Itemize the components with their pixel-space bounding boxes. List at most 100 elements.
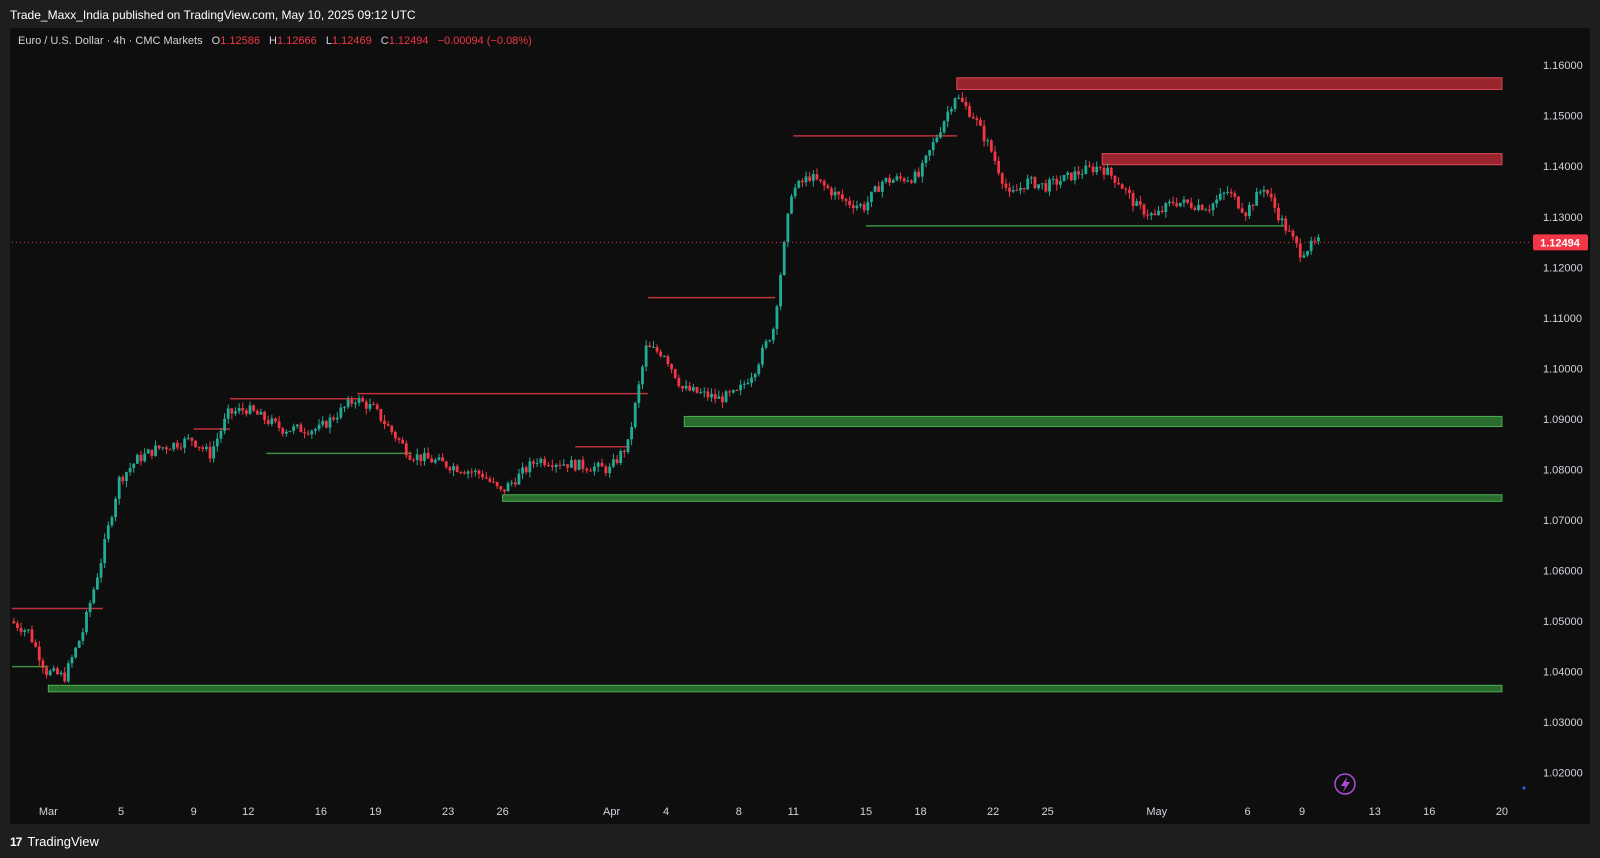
candle-body bbox=[873, 186, 877, 192]
candle-body bbox=[70, 657, 74, 664]
bull-candle bbox=[1037, 184, 1041, 191]
bull-candle bbox=[1026, 174, 1030, 191]
candle-body bbox=[684, 385, 688, 389]
bear-candle bbox=[332, 415, 336, 422]
candle-body bbox=[1233, 193, 1237, 197]
candle-body bbox=[219, 431, 223, 439]
tradingview-logo[interactable]: 17 TradingView bbox=[10, 834, 99, 849]
candle-body bbox=[266, 420, 270, 424]
candle-body bbox=[48, 670, 52, 676]
candle-body bbox=[190, 437, 194, 441]
bear-candle bbox=[499, 485, 503, 492]
lightning-icon[interactable] bbox=[1334, 773, 1356, 795]
candle-body bbox=[473, 470, 477, 472]
candle-body bbox=[66, 663, 70, 682]
candle-body bbox=[234, 411, 237, 414]
bull-candle bbox=[135, 453, 139, 464]
candle-body bbox=[688, 385, 692, 391]
candle-body bbox=[971, 116, 975, 119]
bull-candle bbox=[1029, 175, 1033, 184]
candle-body bbox=[735, 390, 739, 392]
candle-body bbox=[270, 418, 274, 424]
bear-candle bbox=[550, 459, 554, 471]
candle-body bbox=[310, 430, 314, 435]
candle-body bbox=[811, 174, 815, 181]
bear-candle bbox=[430, 454, 434, 463]
candle-body bbox=[30, 629, 34, 643]
bear-candle bbox=[495, 481, 499, 489]
bear-candle bbox=[543, 456, 547, 468]
bear-candle bbox=[1251, 203, 1255, 211]
candle-body bbox=[554, 464, 558, 468]
bear-candle bbox=[1015, 184, 1019, 192]
bear-candle bbox=[979, 117, 982, 127]
bull-candle bbox=[270, 414, 274, 427]
bear-candle bbox=[484, 472, 488, 480]
symbol-name[interactable]: Euro / U.S. Dollar · 4h · CMC Markets bbox=[18, 35, 203, 47]
bear-candle bbox=[666, 354, 670, 367]
candle-body bbox=[524, 467, 528, 473]
candle-body bbox=[1142, 204, 1146, 215]
bull-candle bbox=[662, 355, 666, 358]
bear-candle bbox=[386, 420, 390, 427]
demand-zone bbox=[683, 415, 1503, 428]
candle-body bbox=[1091, 166, 1095, 173]
candle-body bbox=[713, 393, 717, 399]
bear-candle bbox=[964, 96, 968, 110]
bear-candle bbox=[1287, 225, 1291, 232]
bull-candle bbox=[880, 179, 884, 198]
candle-body bbox=[244, 410, 248, 414]
time-tick-label: 15 bbox=[860, 806, 872, 818]
zone-layer bbox=[47, 77, 1503, 693]
bull-candle bbox=[1059, 175, 1062, 189]
bull-candle bbox=[219, 427, 223, 443]
candle-body bbox=[547, 464, 550, 466]
candle-body bbox=[1309, 240, 1313, 252]
candle-body bbox=[1306, 251, 1309, 256]
time-tick-label: 11 bbox=[788, 806, 799, 818]
candle-body bbox=[681, 386, 684, 389]
bull-candle bbox=[612, 453, 615, 469]
candle-body bbox=[437, 457, 441, 460]
candle-body bbox=[59, 672, 63, 675]
candle-body bbox=[1153, 213, 1157, 215]
bear-candle bbox=[670, 363, 673, 374]
bear-candle bbox=[695, 386, 699, 394]
bull-candle bbox=[452, 462, 455, 477]
candle-body bbox=[775, 306, 779, 330]
bull-candle bbox=[833, 187, 837, 200]
candle-body bbox=[691, 387, 695, 391]
bull-candle bbox=[103, 533, 107, 569]
bear-candle bbox=[735, 389, 739, 392]
bull-candle bbox=[895, 173, 899, 182]
bull-candle bbox=[357, 394, 361, 407]
bear-candle bbox=[419, 454, 423, 467]
bear-candle bbox=[481, 470, 485, 480]
candle-body bbox=[259, 411, 263, 415]
candle-body bbox=[263, 411, 266, 421]
candle-body bbox=[1044, 183, 1048, 192]
price-tick-label: 1.13000 bbox=[1543, 212, 1583, 224]
candle-body bbox=[117, 476, 121, 499]
candle-body bbox=[899, 176, 902, 179]
candle-body bbox=[161, 447, 165, 449]
candle-body bbox=[573, 460, 577, 471]
time-tick-label: Mar bbox=[39, 806, 58, 818]
price-axis[interactable]: 1.16000 1.15000 1.14000 1.13000 1.12000 1.110… bbox=[1543, 60, 1583, 780]
bear-candle bbox=[1269, 187, 1273, 202]
time-axis[interactable]: Mar 5 9 12 16 19 23 26 Apr 4 8 11 15 18 22 25 May 6 9 13 16 2… bbox=[39, 806, 1508, 818]
candle-body bbox=[441, 457, 445, 462]
bear-candle bbox=[208, 441, 212, 463]
bear-candle bbox=[888, 174, 892, 187]
bear-candle bbox=[1055, 175, 1059, 191]
candle-body bbox=[292, 426, 296, 431]
bear-candle bbox=[558, 460, 562, 470]
time-tick-label: 26 bbox=[496, 806, 508, 818]
bull-candle bbox=[804, 171, 808, 187]
candle-body bbox=[1026, 178, 1030, 190]
time-tick-label: 13 bbox=[1369, 806, 1381, 818]
bear-candle bbox=[444, 460, 448, 470]
candle-body bbox=[902, 178, 906, 182]
bull-candle bbox=[652, 341, 655, 349]
